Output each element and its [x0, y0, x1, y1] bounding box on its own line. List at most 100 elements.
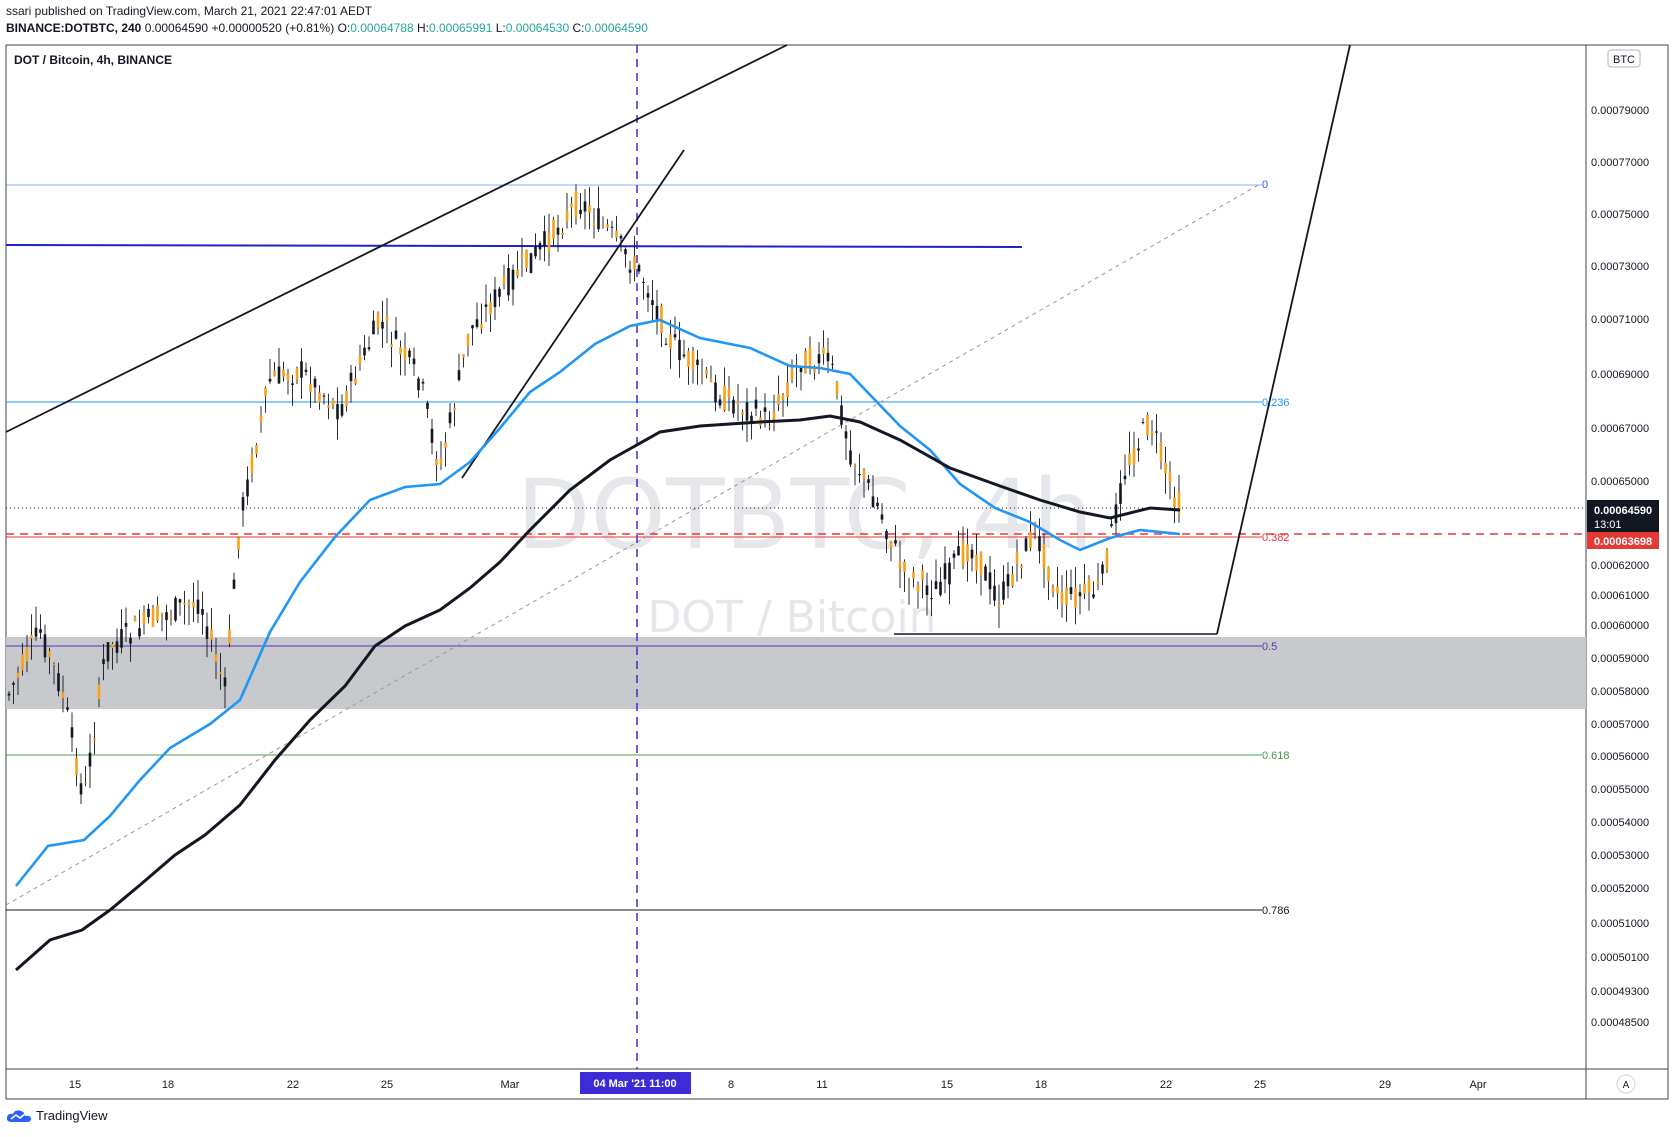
candle-body: [493, 289, 497, 308]
candle-body: [88, 752, 92, 767]
rising-trend-line[interactable]: [461, 149, 685, 479]
tradingview-logo[interactable]: TradingView: [6, 1108, 108, 1123]
price-tick-label: 0.00056000: [1591, 751, 1649, 763]
candle-body: [160, 612, 164, 615]
candle-body: [93, 738, 96, 741]
candle-body: [457, 370, 461, 381]
candle-body: [804, 350, 807, 374]
watermark-symbol: DOTBTC, 4h: [517, 459, 1094, 571]
candle-body: [907, 586, 911, 588]
candle-body: [705, 369, 708, 375]
high-value: 0.00065991: [428, 21, 493, 35]
rising-channel-line[interactable]: [5, 44, 788, 433]
candle-body: [507, 267, 510, 296]
candle-body: [997, 604, 1001, 607]
candle-body: [345, 391, 348, 407]
candle-body: [669, 334, 672, 349]
ma-fast-line[interactable]: [14, 318, 1181, 887]
price-tick-label: 0.00079000: [1591, 105, 1649, 117]
candle-body: [1155, 431, 1158, 433]
candle-body: [462, 354, 465, 358]
candle-body: [84, 782, 87, 784]
time-tick-label: 8: [728, 1079, 734, 1091]
publish-info: ssari published on TradingView.com, Marc…: [6, 4, 372, 18]
candle-body: [988, 572, 992, 590]
candle-body: [916, 584, 920, 593]
breakout-projection-line[interactable]: [1216, 44, 1351, 635]
candle-body: [844, 431, 848, 439]
candle-body: [385, 316, 389, 322]
candle-body: [889, 541, 893, 548]
price-tick-label: 0.00050100: [1591, 952, 1649, 964]
candle-body: [1069, 587, 1073, 594]
fib-trend-line[interactable]: [5, 183, 1261, 906]
candle-body: [700, 375, 704, 377]
support-zone[interactable]: [6, 637, 1586, 709]
ohlc-header: BINANCE:DOTBTC, 240 0.00064590 +0.000005…: [6, 21, 648, 35]
candle-body: [565, 210, 569, 222]
candle-body: [169, 615, 173, 618]
candle-body: [682, 354, 686, 357]
candle-body: [1105, 550, 1109, 570]
time-tick-label: Apr: [1469, 1079, 1486, 1091]
candle-body: [426, 402, 429, 409]
candle-body: [1173, 497, 1176, 508]
candle-body: [417, 378, 420, 391]
candle-body: [1011, 574, 1014, 586]
currency-badge[interactable]: BTC: [1607, 49, 1641, 68]
candle-body: [435, 459, 438, 466]
candle-body: [709, 378, 713, 383]
candle-body: [12, 682, 15, 685]
candle-body: [363, 347, 366, 356]
tradingview-cloud-icon: [6, 1109, 31, 1122]
price-tick-label: 0.00071000: [1591, 314, 1649, 326]
auto-scale-button[interactable]: A: [1616, 1074, 1636, 1094]
candle-body: [583, 201, 587, 212]
candle-body: [610, 226, 614, 228]
tradingview-label: TradingView: [36, 1108, 108, 1123]
candle-body: [880, 514, 884, 520]
high-label: H:: [416, 21, 429, 35]
candle-body: [232, 579, 236, 589]
candle-body: [372, 320, 375, 335]
candle-body: [732, 399, 735, 414]
candle-body: [552, 219, 555, 239]
candle-body: [448, 412, 452, 424]
candle-body: [898, 561, 902, 569]
candle-body: [228, 629, 231, 644]
candle-body: [115, 641, 119, 653]
candle-body: [259, 415, 263, 422]
fib-label-0382: 0.382: [1262, 532, 1290, 544]
candle-body: [822, 347, 825, 354]
candle-body: [930, 598, 933, 600]
candle-body: [786, 382, 789, 397]
candle-body: [952, 553, 956, 558]
candle-body: [48, 651, 51, 658]
candle-body: [912, 571, 915, 579]
candle-body: [718, 399, 722, 406]
fib-label-0: 0: [1262, 179, 1268, 191]
candle-body: [34, 627, 38, 637]
time-tick-label: 15: [69, 1079, 81, 1091]
price-tick-label: 0.00057000: [1591, 719, 1649, 731]
candle-body: [183, 602, 186, 605]
candle-body: [1096, 581, 1100, 585]
candle-body: [453, 407, 456, 411]
candle-body: [205, 626, 209, 639]
time-axis[interactable]: 15 18 22 25 Mar 8 11 15 18 22 25 29 Apr: [69, 1079, 1487, 1091]
candle-body: [948, 562, 951, 585]
candle-body: [957, 546, 960, 556]
fib-label-0618: 0.618: [1262, 750, 1290, 762]
svg-text:04 Mar '21 11:00: 04 Mar '21 11:00: [593, 1078, 676, 1090]
candle-body: [750, 415, 753, 423]
candle-body: [1164, 462, 1167, 474]
candle-body: [777, 394, 780, 405]
candle-body: [421, 381, 425, 384]
price-axis[interactable]: 0.00079000 0.00077000 0.00075000 0.00073000…: [1591, 105, 1649, 1029]
candle-body: [1092, 594, 1095, 598]
ma-slow-line[interactable]: [15, 414, 1181, 972]
candle-body: [696, 359, 699, 365]
blue-resistance-line[interactable]: [5, 244, 1023, 248]
candle-body: [1060, 592, 1064, 604]
